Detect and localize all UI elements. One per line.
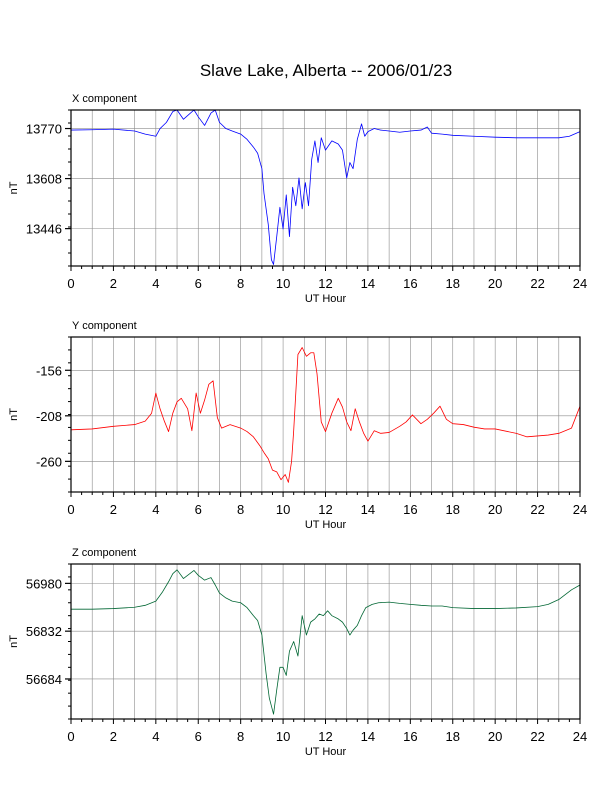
y-component-x-tick-label: 16 — [403, 502, 417, 517]
z-component-series-line — [71, 569, 581, 715]
y-component-x-tick-label: 24 — [573, 502, 587, 517]
chart-title: Slave Lake, Alberta -- 2006/01/23 — [200, 61, 452, 80]
y-component-y-tick-label: -260 — [36, 454, 62, 469]
z-component-x-tick-label: 6 — [195, 729, 202, 744]
y-component-x-tick-label: 0 — [67, 502, 74, 517]
y-component-x-axis-label: UT Hour — [305, 519, 347, 531]
z-component-title: Z component — [72, 547, 136, 559]
x-component-x-tick-label: 2 — [110, 276, 117, 291]
x-component-x-axis-label: UT Hour — [305, 293, 347, 305]
x-component-y-axis-label: nT — [8, 181, 20, 194]
x-component-x-tick-label: 20 — [488, 276, 502, 291]
x-component-y-tick-label: 13770 — [26, 122, 62, 137]
x-component-x-tick-label: 6 — [195, 276, 202, 291]
y-component-x-tick-label: 20 — [488, 502, 502, 517]
z-component-x-tick-label: 2 — [110, 729, 117, 744]
x-component-x-tick-label: 0 — [67, 276, 74, 291]
y-component-x-tick-label: 12 — [318, 502, 332, 517]
x-component-series-line — [70, 109, 581, 265]
z-component-x-tick-label: 16 — [403, 729, 417, 744]
x-component-x-tick-label: 4 — [152, 276, 159, 291]
x-component-x-tick-label: 18 — [446, 276, 460, 291]
z-component-x-tick-label: 0 — [67, 729, 74, 744]
z-component-x-tick-label: 22 — [530, 729, 544, 744]
z-component-x-tick-label: 12 — [318, 729, 332, 744]
z-component-y-axis-label: nT — [8, 635, 20, 648]
z-component-y-tick-label: 56684 — [26, 672, 62, 687]
x-component-x-tick-label: 14 — [361, 276, 375, 291]
x-component-x-tick-label: 12 — [318, 276, 332, 291]
z-component-x-tick-label: 14 — [361, 729, 375, 744]
y-component-y-tick-label: -208 — [36, 409, 62, 424]
x-component-title: X component — [72, 93, 137, 105]
y-component-title: Y component — [72, 320, 137, 332]
y-component-x-tick-label: 8 — [237, 502, 244, 517]
y-component-x-tick-label: 14 — [361, 502, 375, 517]
y-component-x-tick-label: 18 — [446, 502, 460, 517]
z-component-x-axis-label: UT Hour — [305, 746, 347, 758]
y-component-x-tick-label: 6 — [195, 502, 202, 517]
z-component-x-tick-label: 20 — [488, 729, 502, 744]
z-component-x-tick-label: 8 — [237, 729, 244, 744]
y-component-y-tick-label: -156 — [36, 363, 62, 378]
x-component-x-tick-label: 22 — [530, 276, 544, 291]
y-component-x-tick-label: 2 — [110, 502, 117, 517]
z-component-x-tick-label: 18 — [446, 729, 460, 744]
z-component-y-tick-label: 56980 — [26, 576, 62, 591]
x-component-y-tick-label: 13446 — [26, 222, 62, 237]
z-component-y-tick-label: 56832 — [26, 624, 62, 639]
x-component-x-tick-label: 8 — [237, 276, 244, 291]
x-component-x-tick-label: 16 — [403, 276, 417, 291]
y-component-x-tick-label: 22 — [530, 502, 544, 517]
z-component-x-tick-label: 10 — [276, 729, 290, 744]
x-component-x-tick-label: 10 — [276, 276, 290, 291]
z-component-x-tick-label: 4 — [152, 729, 159, 744]
y-component-y-axis-label: nT — [8, 408, 20, 421]
y-component-x-tick-label: 10 — [276, 502, 290, 517]
y-component-x-tick-label: 4 — [152, 502, 159, 517]
z-component-x-tick-label: 24 — [573, 729, 587, 744]
x-component-x-tick-label: 24 — [573, 276, 587, 291]
x-component-y-tick-label: 13608 — [26, 172, 62, 187]
y-component-series-line — [70, 347, 581, 483]
